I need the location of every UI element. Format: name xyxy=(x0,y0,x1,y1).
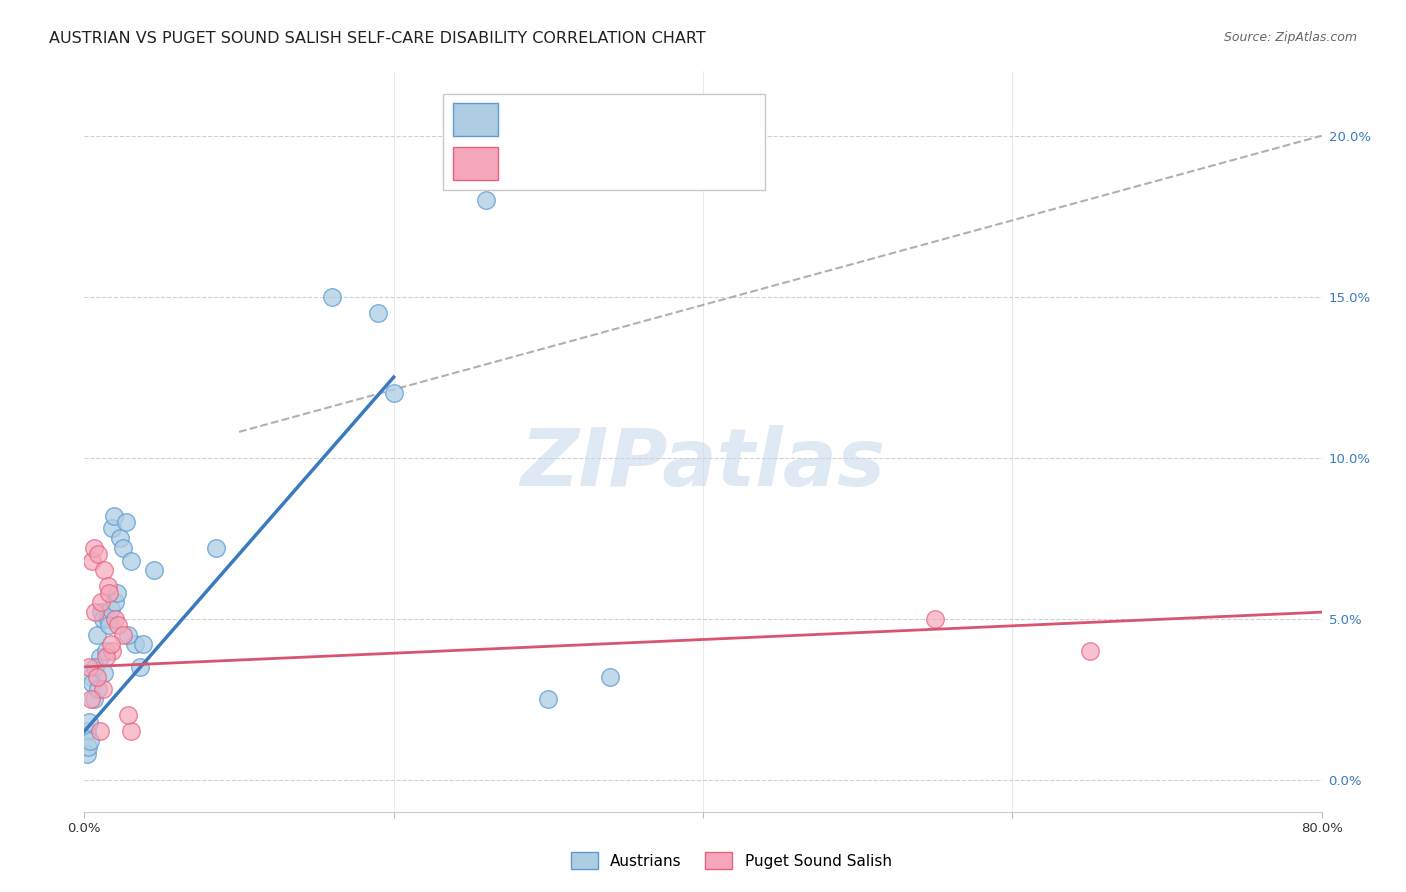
Point xyxy=(83,692,105,706)
Point xyxy=(77,740,100,755)
Point xyxy=(924,611,946,625)
Point xyxy=(86,669,108,683)
Point xyxy=(101,644,124,658)
Point xyxy=(475,193,498,207)
Point xyxy=(120,554,142,568)
Point xyxy=(76,724,98,739)
Point xyxy=(101,521,124,535)
Point xyxy=(143,563,166,577)
Point xyxy=(98,586,121,600)
Point xyxy=(117,708,139,723)
Point xyxy=(115,515,138,529)
Point xyxy=(117,628,139,642)
Text: ZIPatlas: ZIPatlas xyxy=(520,425,886,503)
Point xyxy=(129,660,152,674)
Point xyxy=(382,386,405,401)
Point xyxy=(89,650,111,665)
Point xyxy=(104,611,127,625)
Point xyxy=(83,541,105,555)
Point xyxy=(537,692,560,706)
Point xyxy=(86,628,108,642)
Point xyxy=(96,579,118,593)
Point xyxy=(93,563,115,577)
Point xyxy=(89,724,111,739)
Point xyxy=(87,547,110,561)
Legend: Austrians, Puget Sound Salish: Austrians, Puget Sound Salish xyxy=(565,846,897,875)
Point xyxy=(77,660,100,674)
Point xyxy=(90,595,112,609)
Point xyxy=(98,618,121,632)
Point xyxy=(100,602,122,616)
Point xyxy=(124,637,146,651)
Point xyxy=(84,660,107,674)
Point xyxy=(79,692,101,706)
Point xyxy=(93,666,115,681)
Text: Source: ZipAtlas.com: Source: ZipAtlas.com xyxy=(1223,31,1357,45)
Point xyxy=(79,669,101,683)
Point xyxy=(96,611,118,625)
Point xyxy=(321,290,343,304)
Point xyxy=(112,628,135,642)
Point xyxy=(107,618,129,632)
Point xyxy=(112,541,135,555)
Point xyxy=(84,605,107,619)
Point xyxy=(108,531,131,545)
Text: AUSTRIAN VS PUGET SOUND SALISH SELF-CARE DISABILITY CORRELATION CHART: AUSTRIAN VS PUGET SOUND SALISH SELF-CARE… xyxy=(49,31,706,46)
Point xyxy=(94,644,117,658)
Point xyxy=(367,306,389,320)
Point xyxy=(1078,644,1101,658)
Point xyxy=(599,669,621,683)
Point xyxy=(94,650,117,665)
Point xyxy=(132,637,155,651)
Point xyxy=(105,586,128,600)
Point xyxy=(79,734,101,748)
Point xyxy=(120,724,142,739)
Point xyxy=(100,637,122,651)
Point xyxy=(104,595,127,609)
Point xyxy=(77,714,100,729)
Point xyxy=(90,605,112,619)
Point xyxy=(91,611,114,625)
Point xyxy=(87,682,110,697)
Point xyxy=(82,676,104,690)
Point xyxy=(103,508,125,523)
Point xyxy=(82,554,104,568)
Point xyxy=(76,747,98,761)
Point xyxy=(91,682,114,697)
Point xyxy=(205,541,228,555)
